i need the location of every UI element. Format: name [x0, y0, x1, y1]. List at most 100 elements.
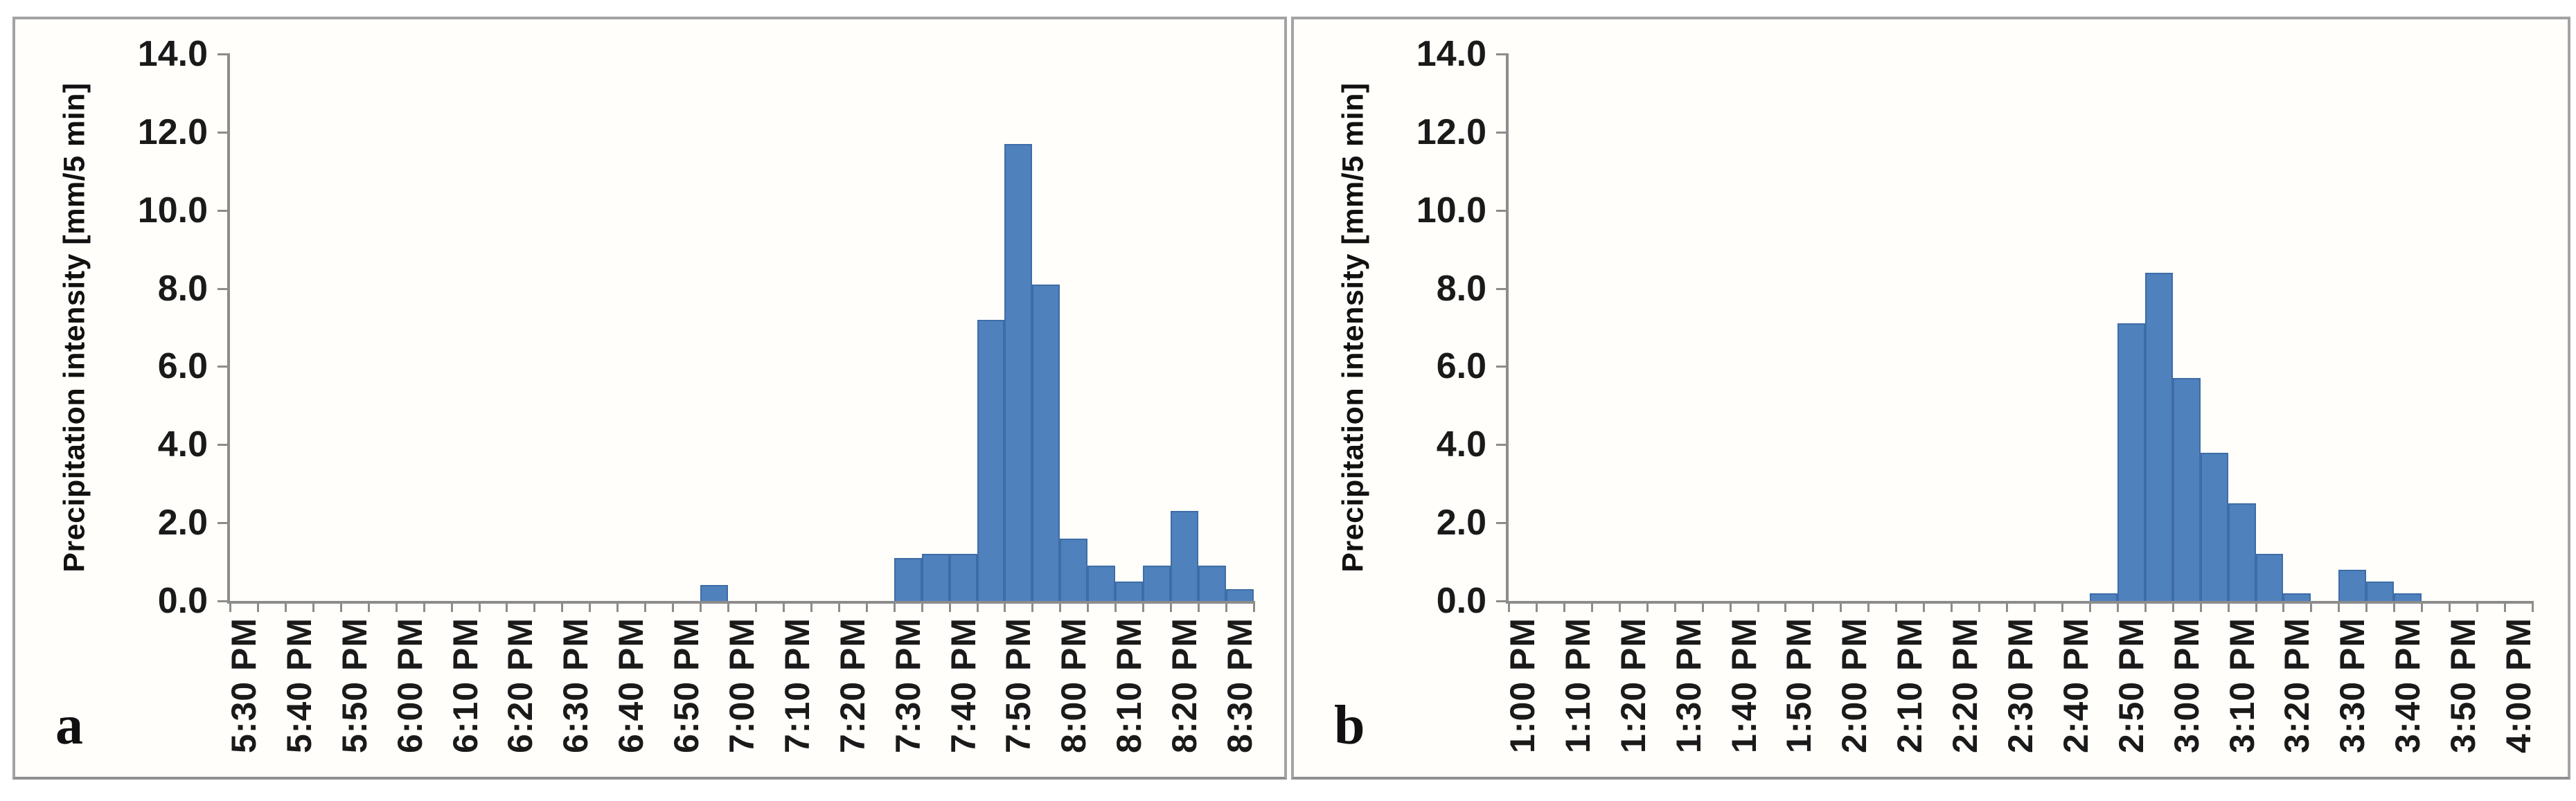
x-tick-label-text: 7:10 PM	[777, 618, 817, 753]
x-axis-tick	[1951, 601, 1953, 612]
x-axis-tick	[1840, 601, 1842, 612]
y-tick-label: 10.0	[1416, 190, 1486, 231]
x-axis-tick	[423, 601, 425, 612]
x-axis-tick	[2365, 601, 2368, 612]
y-axis-tick	[1496, 53, 1509, 55]
x-tick-label-text: 6:50 PM	[667, 618, 707, 753]
x-axis-tick	[229, 601, 231, 612]
x-axis-tick	[865, 601, 868, 612]
x-axis-tick	[2504, 601, 2507, 612]
x-axis-tick	[1114, 601, 1117, 612]
x-axis-tick	[616, 601, 619, 612]
y-axis-title: Precipitation intensity [mm/5 min]	[1336, 82, 1370, 573]
x-tick-label-text: 2:10 PM	[1890, 618, 1930, 753]
x-axis-tick	[367, 601, 370, 612]
y-tick-label: 4.0	[157, 424, 208, 465]
x-axis-tick	[948, 601, 951, 612]
x-tick-label-text: 2:30 PM	[2001, 618, 2040, 753]
x-axis-tick	[2255, 601, 2257, 612]
x-tick-label-text: 1:30 PM	[1669, 618, 1708, 753]
x-tick-label-text: 2:40 PM	[2056, 618, 2095, 753]
bar	[894, 557, 922, 601]
x-axis-tick	[2088, 601, 2091, 612]
x-axis-tick	[2199, 601, 2202, 612]
x-axis-tick	[2144, 601, 2147, 612]
x-axis-tick	[1198, 601, 1200, 612]
y-tick-label: 14.0	[137, 34, 208, 74]
x-tick-label-text: 3:40 PM	[2388, 618, 2428, 753]
x-tick-label-text: 6:00 PM	[390, 618, 429, 753]
y-axis-tick	[217, 53, 230, 55]
bar	[1032, 284, 1060, 601]
y-tick-label: 8.0	[1436, 268, 1486, 309]
y-tick-label: 10.0	[137, 190, 208, 231]
x-axis-tick	[1563, 601, 1565, 612]
x-axis-tick	[921, 601, 923, 612]
y-axis-title: Precipitation intensity [mm/5 min]	[57, 82, 91, 573]
bar	[1143, 566, 1171, 601]
x-tick-label-text: 6:40 PM	[612, 618, 651, 753]
bar	[2338, 569, 2367, 601]
x-tick-label-text: 2:00 PM	[1835, 618, 1874, 753]
y-axis-tick	[217, 522, 230, 525]
y-axis-tick	[217, 131, 230, 134]
panel-letter: a	[55, 695, 83, 756]
x-axis-tick	[1031, 601, 1034, 612]
bar	[921, 554, 950, 601]
x-axis-tick	[2393, 601, 2396, 612]
x-tick-label-text: 7:00 PM	[722, 618, 761, 753]
x-axis-tick	[976, 601, 979, 612]
x-tick-label-text: 5:50 PM	[335, 618, 374, 753]
x-tick-label-text: 5:30 PM	[224, 618, 263, 753]
x-tick-label-text: 7:30 PM	[888, 618, 927, 753]
x-axis-tick	[1757, 601, 1759, 612]
panel-letter: b	[1334, 695, 1365, 756]
x-axis-tick	[1618, 601, 1621, 612]
bar	[1087, 566, 1116, 601]
x-axis-tick	[2449, 601, 2451, 612]
x-axis-tick	[506, 601, 508, 612]
y-tick-label: 12.0	[137, 111, 208, 152]
x-tick-label-text: 3:50 PM	[2444, 618, 2483, 753]
bar	[977, 319, 1005, 601]
x-tick-label-text: 1:50 PM	[1779, 618, 1819, 753]
x-tick-label-text: 1:00 PM	[1502, 618, 1542, 753]
bar	[2366, 581, 2395, 601]
bar	[1115, 581, 1144, 601]
y-axis-tick	[1496, 366, 1509, 368]
y-axis-tick	[217, 444, 230, 447]
x-axis-tick	[2310, 601, 2313, 612]
y-axis-tick	[1496, 600, 1509, 602]
y-tick-label: 0.0	[157, 581, 208, 621]
x-tick-label-text: 6:10 PM	[445, 618, 485, 753]
x-axis-tick	[1895, 601, 1898, 612]
bar	[2228, 503, 2256, 601]
y-tick-label: 2.0	[1436, 503, 1486, 543]
bar	[2172, 378, 2201, 601]
y-tick-label: 0.0	[1436, 581, 1486, 621]
x-tick-label-text: 8:30 PM	[1220, 618, 1260, 753]
x-axis-tick	[256, 601, 259, 612]
x-tick-label-text: 7:40 PM	[943, 618, 983, 753]
x-axis-tick	[1535, 601, 1538, 612]
x-axis-tick	[1170, 601, 1173, 612]
x-axis-tick	[810, 601, 812, 612]
bar	[2117, 323, 2145, 601]
bar	[2144, 273, 2173, 601]
y-tick-label: 14.0	[1416, 34, 1486, 74]
chart-panel-a: Precipitation intensity [mm/5 min] 5:30 …	[12, 17, 1287, 780]
x-axis-tick	[2061, 601, 2063, 612]
x-axis-tick	[450, 601, 453, 612]
x-axis-tick	[893, 601, 896, 612]
x-tick-label-text: 1:40 PM	[1724, 618, 1764, 753]
x-tick-label-text: 6:20 PM	[501, 618, 540, 753]
bar	[1226, 589, 1254, 601]
bar	[949, 554, 977, 601]
x-axis-tick	[727, 601, 730, 612]
x-axis-tick	[837, 601, 840, 612]
bar	[2255, 554, 2284, 601]
x-axis-tick	[1812, 601, 1815, 612]
bar	[2089, 593, 2117, 601]
x-axis-tick	[644, 601, 647, 612]
x-axis-tick	[589, 601, 592, 612]
